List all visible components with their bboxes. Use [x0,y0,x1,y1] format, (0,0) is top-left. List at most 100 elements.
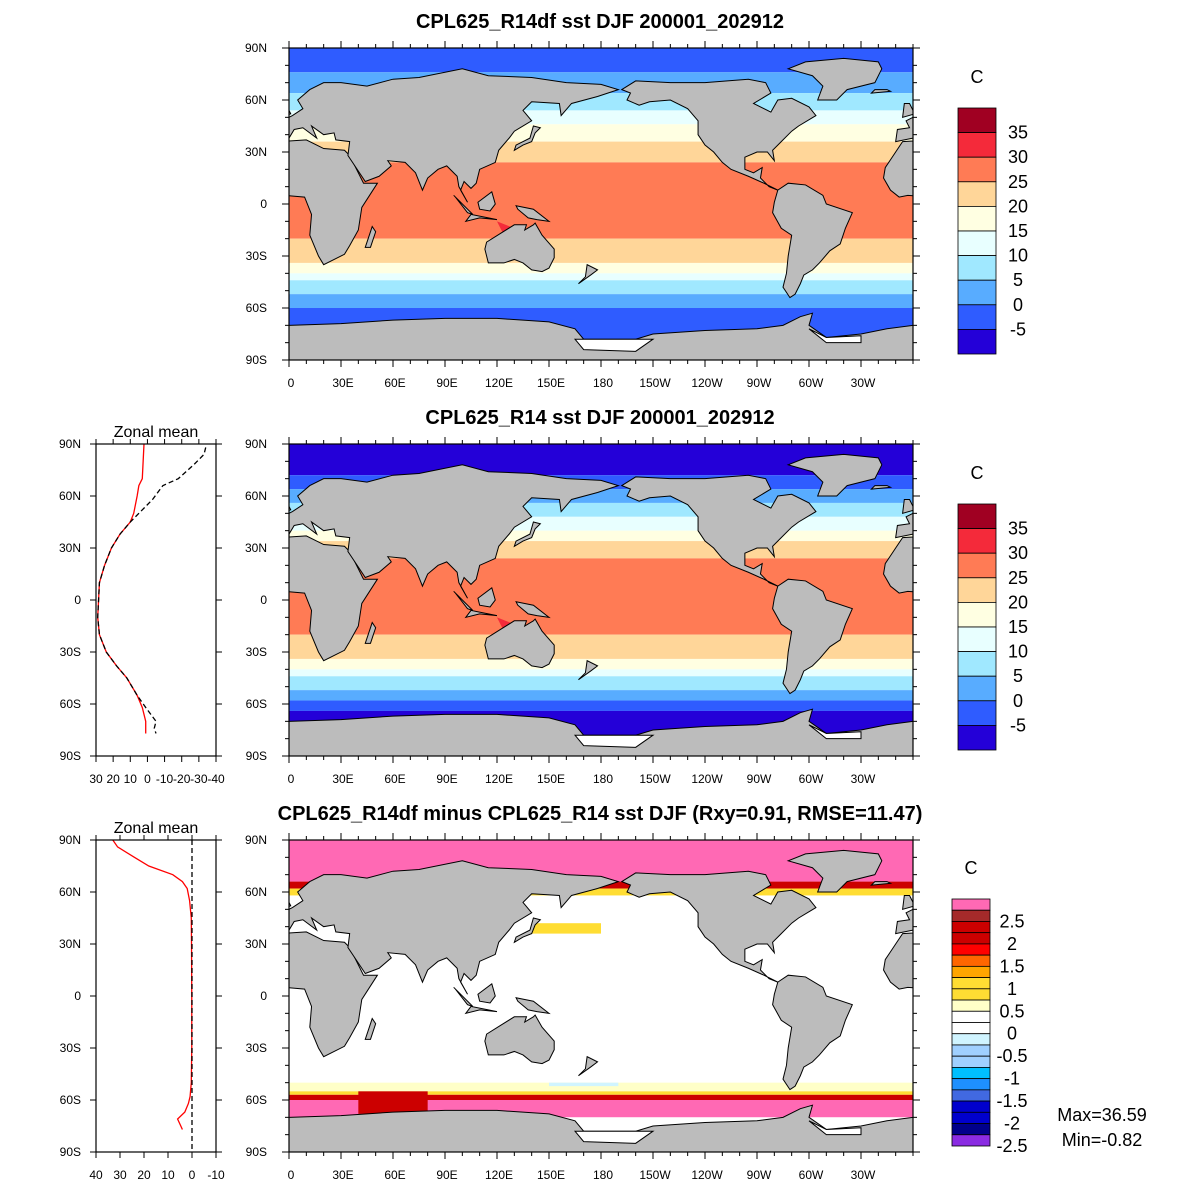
colorbar-label: -1.5 [996,1091,1027,1111]
lat-label: 60N [59,489,81,503]
colorbar-box [951,921,991,934]
colorbar-label: 0.5 [999,1001,1024,1021]
ice-shelf [573,734,655,748]
field-band [289,669,913,677]
colorbar-box [957,181,997,207]
lat-label: 30S [246,645,267,659]
stat-min: Min=-0.82 [1062,1130,1143,1150]
land-mass [464,1005,498,1015]
colorbar-box [951,1100,991,1113]
lon-label: 90W [747,1168,772,1182]
lat-label: 60S [60,697,81,711]
land-mass [870,881,893,886]
lon-label: 90W [747,772,772,786]
lon-label: 120E [485,1168,513,1182]
colorbar-label: -5 [1010,319,1026,339]
colorbar-box [951,1123,991,1136]
land-mass [772,974,854,1091]
colorbar-box [951,932,991,945]
field-band [289,676,913,691]
panel-title-3: CPL625_R14df minus CPL625_R14 sst DJF (R… [278,803,923,825]
land-mass [1140,998,1173,1014]
stat-max: Max=36.59 [1057,1105,1147,1125]
x-tick-label: -30 [190,772,208,786]
colorbar-label: 35 [1008,519,1028,539]
lat-label: 0 [260,989,267,1003]
colorbar-box [951,1078,991,1091]
land-mass [895,512,913,539]
colorbar-label: 35 [1008,123,1028,143]
map-content [289,840,1173,1152]
land-mass [786,453,883,497]
colorbar-label: 15 [1008,617,1028,637]
zonal-mean-plot-diff: Zonal mean 90N 60N 30N 0 30S 60S 90S 40 30 20 10 0 -1… [59,820,225,1182]
lon-label: 30E [332,376,353,390]
field-band [289,294,913,308]
field-band [289,690,913,701]
land-mass [883,932,913,990]
sst-difference-map: 90N 60N 30N 0 30S 60S 90S 0 30E 60E 90E 120E 150E 180… [245,833,1173,1182]
land-mass [912,720,913,756]
land-mass [477,983,496,1004]
x-tick-label: -10 [156,772,174,786]
colorbar-box [957,328,997,355]
colorbar-box [951,1089,991,1102]
lat-label: 90N [59,833,81,847]
lat-label: 30N [245,145,267,159]
x-tick-label: 40 [89,1168,103,1182]
colorbar-box [951,1134,991,1147]
field-band [289,280,913,295]
lon-label: 120E [485,772,513,786]
colorbar-box [951,1010,991,1023]
colorbar-box [957,651,997,677]
lat-label: 60S [246,301,267,315]
land-mass [289,68,620,203]
land-mass [289,860,620,995]
field-band [289,530,913,542]
x-tick-label: 0 [144,772,151,786]
colorbar-sst-2: C 35 30 25 20 15 10 5 0 -5 [957,463,1028,751]
zonal-mean-line-cpl625_r14 [97,447,207,734]
lon-label: 150E [537,772,565,786]
lon-label: 60E [384,1168,405,1182]
lon-label: 90E [436,772,457,786]
lat-label: 30S [246,1041,267,1055]
colorbar-units: C [971,67,984,87]
lon-label: 60W [799,376,824,390]
lon-label: 0 [288,376,295,390]
colorbar-label: -2 [1004,1114,1020,1134]
colorbar-box [951,965,991,978]
colorbar-box [951,1022,991,1035]
land-mass [164,454,258,496]
land-mass [883,536,913,594]
colorbar-sst-1: C 35 30 25 20 15 10 5 0 -5 [957,67,1028,355]
land-mass [1078,987,1097,1006]
colorbar-label: 30 [1008,543,1028,563]
colorbar-label: 5 [1013,270,1023,290]
land-mass [364,1017,377,1040]
lat-label: 30N [59,541,81,555]
ice-shelf [808,1120,862,1136]
colorbar-box [951,1111,991,1124]
lat-label: 30S [246,249,267,263]
land-mass [1078,591,1097,610]
land-mass [289,139,379,266]
lon-label: 30W [851,376,876,390]
lon-label: 90W [747,376,772,390]
colorbar-label: 25 [1008,568,1028,588]
map-content [289,48,913,360]
colorbar-label: 20 [1008,196,1028,216]
x-tick-label: 30 [89,772,103,786]
colorbar-label: 10 [1008,642,1028,662]
colorbar-label: 1 [1007,979,1017,999]
zonal-frame [95,839,217,1153]
zonal-mean-title: Zonal mean [114,820,199,837]
anomaly-patch [358,1091,428,1114]
colorbar-box [951,909,991,922]
land-mass [464,609,498,619]
colorbar-label: 30 [1008,147,1028,167]
land-mass [870,485,893,490]
colorbar-label: 0 [1013,691,1023,711]
lat-label: 90S [246,353,267,367]
